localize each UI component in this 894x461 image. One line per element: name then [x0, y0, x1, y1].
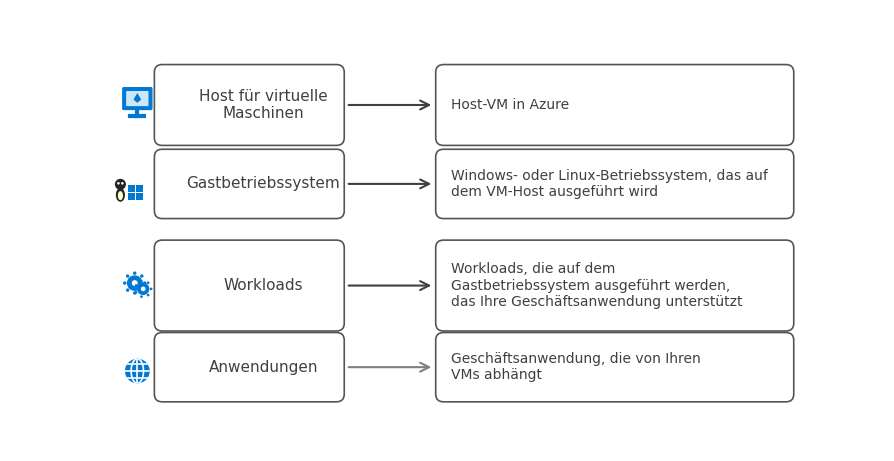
Circle shape [127, 275, 142, 291]
Text: Workloads, die auf dem
Gastbetriebssystem ausgeführt werden,
das Ihre Geschäftsa: Workloads, die auf dem Gastbetriebssyste… [451, 262, 743, 309]
FancyBboxPatch shape [435, 149, 794, 219]
Circle shape [133, 291, 137, 295]
Circle shape [123, 281, 126, 285]
Circle shape [126, 289, 130, 292]
Circle shape [149, 288, 153, 290]
FancyBboxPatch shape [155, 149, 344, 219]
Circle shape [117, 182, 120, 184]
Text: Anwendungen: Anwendungen [208, 360, 318, 375]
Polygon shape [133, 93, 141, 103]
FancyBboxPatch shape [435, 332, 794, 402]
Text: Host für virtuelle
Maschinen: Host für virtuelle Maschinen [198, 89, 327, 121]
FancyBboxPatch shape [435, 240, 794, 331]
Circle shape [125, 359, 149, 383]
Bar [137, 185, 143, 192]
Ellipse shape [118, 191, 123, 200]
Circle shape [140, 274, 144, 278]
Circle shape [135, 291, 138, 294]
Circle shape [133, 272, 137, 275]
Circle shape [126, 274, 130, 278]
Circle shape [121, 182, 123, 184]
FancyBboxPatch shape [155, 332, 344, 402]
FancyBboxPatch shape [122, 87, 153, 110]
FancyBboxPatch shape [155, 65, 344, 145]
Circle shape [147, 281, 149, 284]
Circle shape [143, 281, 147, 285]
Text: Geschäftsanwendung, die von Ihren
VMs abhängt: Geschäftsanwendung, die von Ihren VMs ab… [451, 352, 701, 382]
FancyBboxPatch shape [155, 240, 344, 331]
Circle shape [137, 283, 149, 295]
Text: Windows- oder Linux-Betriebssystem, das auf
dem VM-Host ausgeführt wird: Windows- oder Linux-Betriebssystem, das … [451, 169, 768, 199]
Text: Workloads: Workloads [224, 278, 303, 293]
Bar [128, 193, 135, 200]
Circle shape [114, 179, 126, 190]
Circle shape [131, 280, 138, 286]
FancyBboxPatch shape [435, 65, 794, 145]
Circle shape [135, 284, 138, 287]
Text: Gastbetriebssystem: Gastbetriebssystem [186, 177, 340, 191]
FancyBboxPatch shape [126, 91, 148, 106]
Text: Host-VM in Azure: Host-VM in Azure [451, 98, 569, 112]
Circle shape [140, 280, 143, 283]
Bar [137, 193, 143, 200]
Circle shape [147, 294, 149, 296]
Bar [128, 185, 135, 192]
Circle shape [140, 289, 144, 292]
Circle shape [141, 287, 146, 291]
Circle shape [140, 295, 143, 298]
Ellipse shape [116, 188, 125, 202]
